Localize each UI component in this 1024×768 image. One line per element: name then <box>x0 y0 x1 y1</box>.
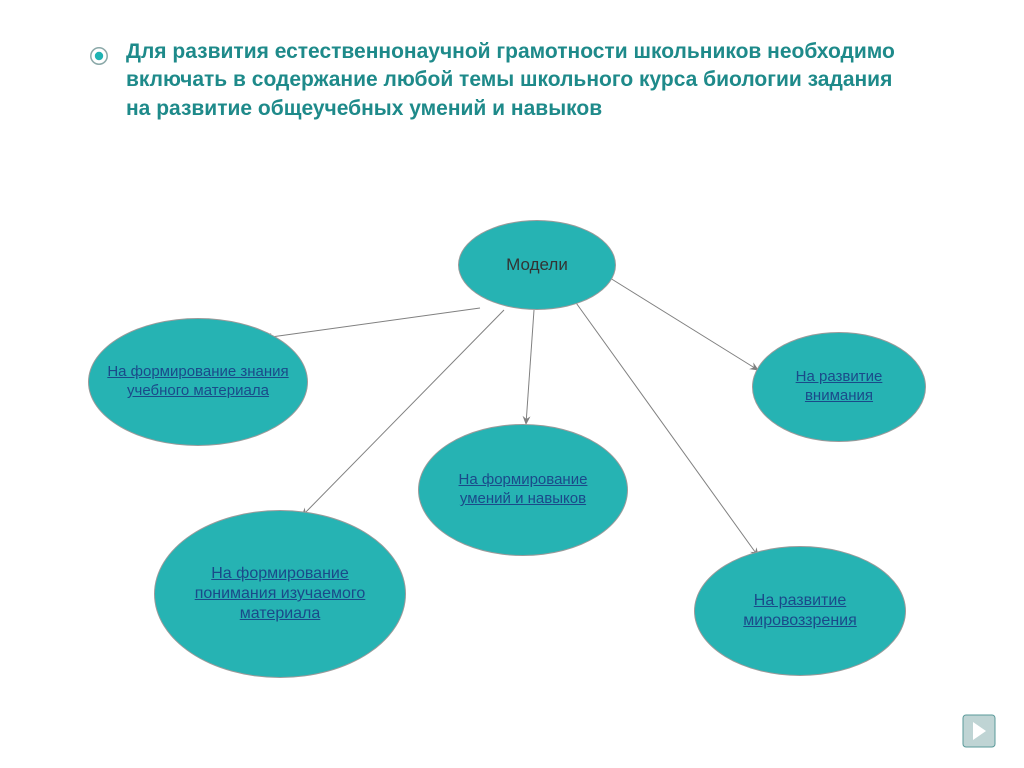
child-node-label: На развитие внимания <box>766 368 912 406</box>
child-node-label: На формирование умений и навыков <box>435 471 612 509</box>
child-node[interactable]: На формирование умений и навыков <box>418 424 628 556</box>
title-bullet-icon <box>90 47 108 65</box>
center-node: Модели <box>458 220 616 310</box>
child-node[interactable]: На развитие мировоззрения <box>694 546 906 676</box>
child-node-label: На формирование понимания изучаемого мат… <box>174 564 387 624</box>
child-node[interactable]: На формирование знания учебного материал… <box>88 318 308 446</box>
slide: Для развития естественнонаучной грамотно… <box>0 0 1024 768</box>
next-slide-button[interactable] <box>962 714 996 748</box>
child-node[interactable]: На формирование понимания изучаемого мат… <box>154 510 406 678</box>
child-node[interactable]: На развитие внимания <box>752 332 926 442</box>
center-node-label: Модели <box>471 254 604 275</box>
child-node-label: На развитие мировоззрения <box>711 591 890 631</box>
slide-title: Для развития естественнонаучной грамотно… <box>126 38 906 123</box>
child-node-label: На формирование знания учебного материал… <box>105 363 290 401</box>
